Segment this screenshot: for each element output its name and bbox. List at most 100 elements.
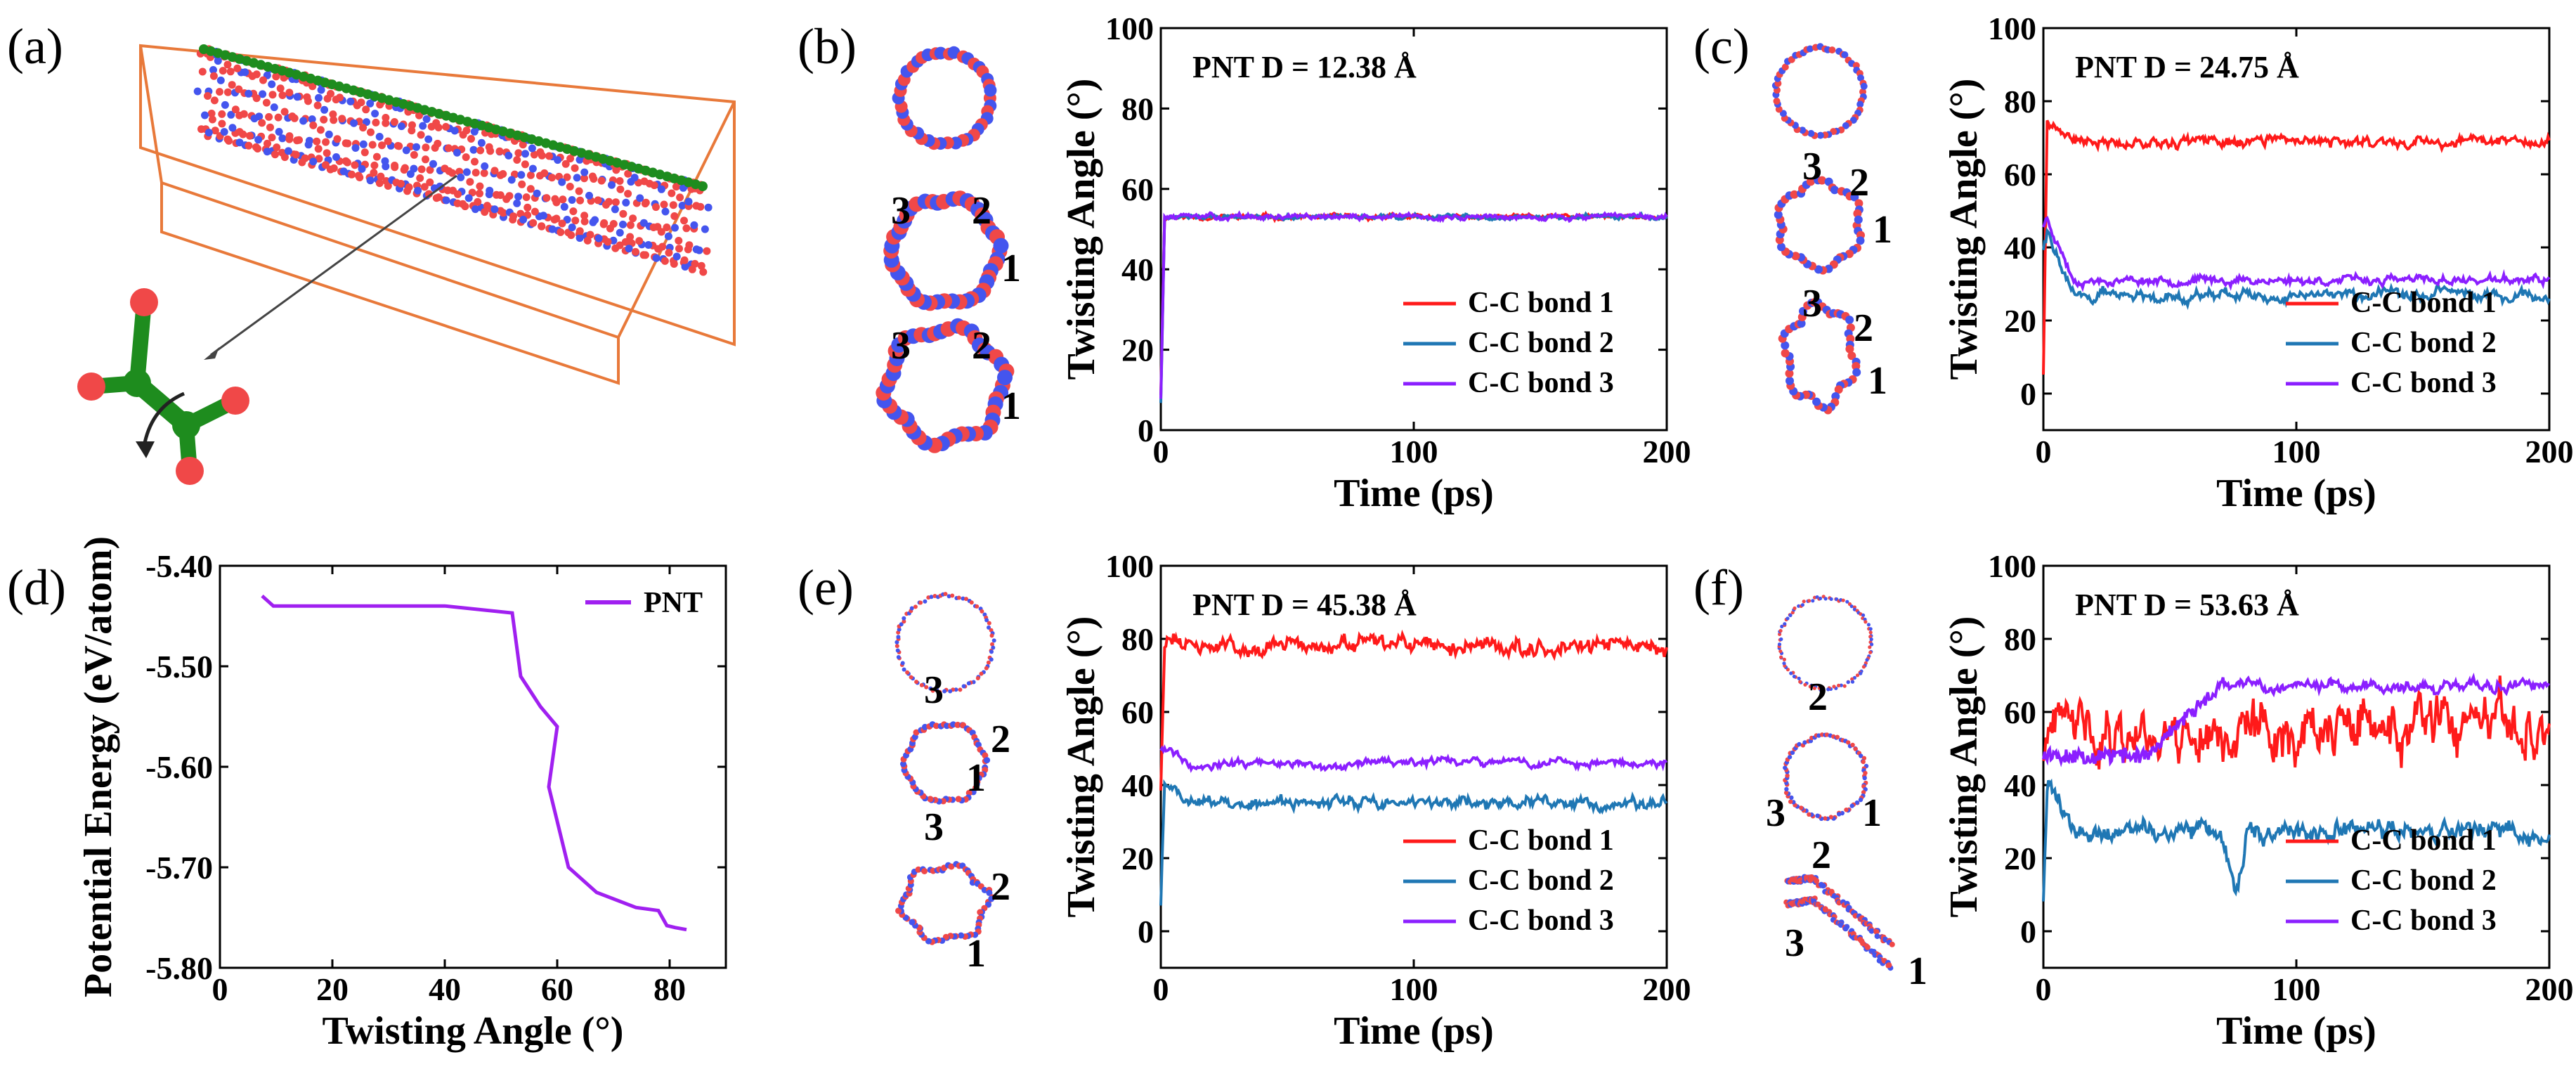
tube-atom [419, 122, 427, 130]
legend-label: C-C bond 3 [2350, 905, 2497, 937]
ring-atom [1806, 177, 1815, 186]
tube-atom [692, 202, 701, 210]
ring-atom [895, 640, 899, 644]
tube-atom [359, 140, 367, 148]
ring-atom [1814, 265, 1823, 274]
tube-atom [330, 116, 338, 124]
tube-atom [622, 198, 630, 207]
box-edge [139, 45, 163, 183]
y-tick-label: 100 [1105, 548, 1154, 584]
tube-atom [526, 185, 535, 193]
tube-atom [639, 219, 648, 227]
chart-d: 0 20 40 60 80 -5.40 -5.50 -5.60 -5.70 -5.80 Twisti… [77, 536, 727, 1053]
y-tick-label: 60 [1121, 694, 1154, 730]
ring-atom [902, 616, 906, 621]
tube-atom [264, 139, 271, 148]
x-tick-label: 100 [1390, 434, 1438, 469]
ring-atom [1859, 671, 1863, 675]
tube-atom [442, 122, 450, 131]
tube-atom [665, 249, 673, 257]
tube-atom [301, 154, 309, 162]
tube-atom [327, 89, 334, 98]
tube-atom [414, 186, 422, 195]
ring-atom [961, 596, 965, 601]
tube-atom [370, 161, 379, 169]
tube-atom [675, 237, 683, 245]
y-axis-label: Twisting Angle (°) [1060, 79, 1103, 380]
tube-atom [467, 135, 475, 143]
tube-atom [682, 224, 691, 233]
tube-atom [273, 143, 281, 152]
ring-atom [1799, 127, 1807, 134]
chart-annotation: PNT D = 24.75 Å [2075, 50, 2299, 84]
ring-atom [1837, 683, 1841, 688]
series-line-bond-1 [2042, 119, 2551, 375]
tube-atom [471, 169, 480, 177]
ring-atom [954, 721, 961, 728]
y-tick-label: 40 [1121, 767, 1154, 803]
ring-atom [1841, 51, 1849, 58]
ring-atom [1874, 933, 1880, 940]
tube-atom [468, 188, 476, 197]
ring-atom [950, 593, 955, 598]
ring-atom [969, 600, 974, 605]
tube-atom [218, 119, 226, 128]
bond-number-1: 1 [1873, 208, 1892, 252]
ring-atom [1861, 665, 1866, 669]
tube-atom [517, 171, 526, 179]
tube-atom [548, 174, 556, 182]
tube-atom [370, 169, 378, 177]
ring-atom [1773, 97, 1781, 105]
tube-atom [338, 115, 346, 123]
tube-atom [258, 119, 266, 127]
tube-atom [320, 105, 329, 114]
ring-atom [1830, 186, 1839, 195]
tube-atom [514, 193, 523, 201]
legend-label: C-C bond 1 [1468, 824, 1614, 857]
tube-atom [518, 180, 526, 188]
tube-atom [450, 127, 459, 135]
ring-atom [991, 638, 996, 643]
ring-atom [1783, 790, 1789, 796]
tube-atom [422, 143, 430, 152]
tube-atom [208, 115, 216, 124]
tube-atom [444, 144, 453, 153]
chart-annotation: PNT D = 45.38 Å [1192, 588, 1417, 622]
tube-atom [526, 171, 535, 179]
tube-atom [434, 193, 443, 202]
tube-atom [661, 207, 670, 216]
tube-atom [359, 124, 367, 132]
ring-atom [1818, 596, 1823, 601]
tube-atom [523, 203, 532, 212]
tube-atom [513, 156, 521, 164]
ring-atom [1870, 642, 1874, 647]
y-axis-label: Potential Energy (eV/atom) [77, 536, 120, 997]
tube-atom [233, 64, 242, 72]
ring-atom [1866, 623, 1871, 627]
tube-atom [636, 194, 644, 202]
ring-atom [1834, 385, 1843, 394]
ring-atom [909, 919, 916, 926]
tube-atom [691, 259, 699, 268]
y-tick-label: 20 [2004, 303, 2036, 339]
x-axis-label: Time (ps) [1334, 1009, 1494, 1053]
ring-atom [1868, 928, 1875, 934]
tube-atom [550, 216, 559, 223]
tube-atom [322, 138, 330, 146]
y-tick-label: 100 [1988, 11, 2036, 46]
y-tick-label: 40 [2004, 767, 2036, 803]
tube-atom [316, 126, 325, 134]
tube-atom [285, 132, 294, 141]
tube-atom [571, 216, 580, 225]
ring-atom [1886, 962, 1892, 968]
panel-e: (e) 3 2 1 3 2 1 0 100 200020406080100Time … [798, 548, 1691, 1053]
tube-atom [285, 89, 294, 97]
tube-atom [405, 183, 413, 191]
ring-atom [1782, 661, 1786, 666]
tube-atom [567, 231, 575, 240]
tube-atom [678, 202, 687, 209]
tube-atom [502, 195, 511, 203]
ring-atom [1837, 812, 1842, 817]
tube-atom [393, 142, 402, 150]
ring-atom [987, 621, 991, 626]
